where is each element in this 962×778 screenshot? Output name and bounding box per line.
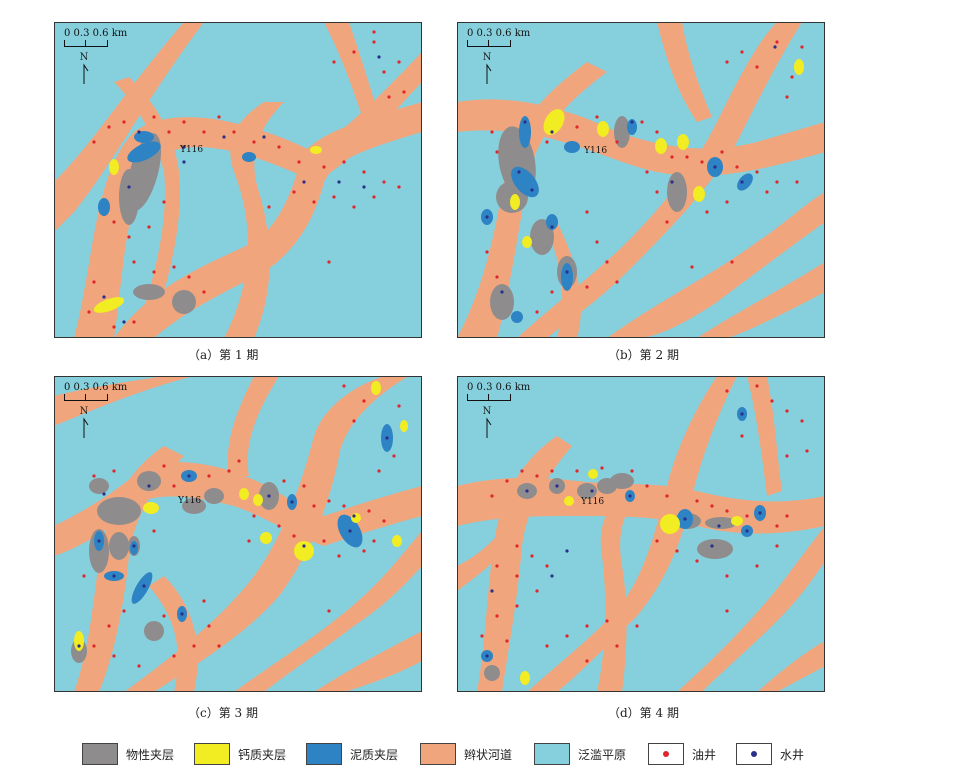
legend-label-channel: 辫状河道 [464, 747, 513, 762]
north-arrow-icon [83, 417, 89, 438]
legend-label-water-well: 水井 [780, 747, 805, 762]
floodplain-swatch [534, 743, 570, 765]
interlayers [481, 59, 804, 323]
scale-bar: 0 0.3 0.6 km [467, 28, 530, 47]
legend-item-physical: 物性夹层 [82, 742, 174, 766]
scale-bar-label: 0 0.3 0.6 km [64, 382, 128, 393]
north-arrow-icon [486, 63, 492, 84]
legend-label-physical: 物性夹层 [126, 747, 175, 762]
oil-wells [82, 384, 401, 668]
interlayers [71, 381, 408, 663]
oil-wells [485, 40, 804, 314]
water-wells [102, 55, 381, 324]
caption-a: （a）第 1 期 [188, 348, 259, 362]
well-label-y116: Y116 [584, 146, 608, 156]
interlayers [93, 131, 322, 314]
well-label-y116: Y116 [581, 497, 605, 507]
oil-well-swatch [648, 743, 684, 765]
north-arrow-icon [83, 63, 89, 84]
legend-item-mud: 泥质夹层 [306, 742, 398, 766]
north-arrow: N [78, 406, 90, 439]
north-label: N [79, 406, 89, 417]
scale-bar-label: 0 0.3 0.6 km [467, 382, 531, 393]
north-label: N [79, 52, 89, 63]
water-wells [77, 436, 389, 648]
oil-well-dot-icon [663, 751, 669, 757]
legend-label-mud: 泥质夹层 [350, 747, 399, 762]
water-wells [485, 45, 777, 294]
scale-bar-label: 0 0.3 0.6 km [64, 28, 128, 39]
map-b-canvas [457, 22, 825, 338]
north-label: N [482, 406, 492, 417]
well-label-y116: Y116 [180, 145, 204, 155]
water-well-dot-icon [751, 751, 757, 757]
mud-swatch [306, 743, 342, 765]
water-well-swatch [736, 743, 772, 765]
map-frame [457, 22, 825, 338]
channel-swatch [420, 743, 456, 765]
oil-wells [480, 384, 809, 663]
map-frame [54, 376, 422, 692]
legend-label-calcareous: 钙质夹层 [238, 747, 287, 762]
north-arrow: N [481, 406, 493, 439]
interlayers [481, 407, 766, 685]
caption-c: （c）第 3 期 [188, 706, 258, 720]
legend-item-floodplain: 泛滥平原 [534, 742, 626, 766]
physical-swatch [82, 743, 118, 765]
map-frame [54, 22, 422, 338]
legend-item-calcareous: 钙质夹层 [194, 742, 286, 766]
legend-item-channel: 辫状河道 [420, 742, 512, 766]
map-panel-c: 0 0.3 0.6 km N Y116 [54, 376, 422, 692]
water-wells [485, 412, 762, 658]
caption-b: （b）第 2 期 [608, 348, 679, 362]
oil-wells [87, 30, 406, 329]
north-arrow-icon [486, 417, 492, 438]
legend-item-oil-well: 油井 [648, 742, 716, 766]
map-c-canvas [54, 376, 422, 692]
north-arrow: N [78, 52, 90, 85]
scale-bar-label: 0 0.3 0.6 km [467, 28, 531, 39]
legend: 物性夹层 钙质夹层 泥质夹层 辫状河道 泛滥平原 油井 水井 [82, 742, 902, 768]
map-panel-a: 0 0.3 0.6 km N Y116 [54, 22, 422, 338]
map-panel-b: 0 0.3 0.6 km N Y116 [457, 22, 825, 338]
legend-label-oil-well: 油井 [692, 747, 717, 762]
map-a-canvas [54, 22, 422, 338]
scale-bar: 0 0.3 0.6 km [64, 382, 127, 401]
scale-bar: 0 0.3 0.6 km [467, 382, 530, 401]
north-label: N [482, 52, 492, 63]
legend-item-water-well: 水井 [736, 742, 804, 766]
map-frame [457, 376, 825, 692]
calcareous-swatch [194, 743, 230, 765]
caption-d: （d）第 4 期 [608, 706, 679, 720]
legend-label-floodplain: 泛滥平原 [578, 747, 627, 762]
braided-channels [54, 22, 422, 338]
map-d-canvas [457, 376, 825, 692]
map-panel-d: 0 0.3 0.6 km N Y116 [457, 376, 825, 692]
well-label-y116: Y116 [178, 496, 202, 506]
north-arrow: N [481, 52, 493, 85]
scale-bar: 0 0.3 0.6 km [64, 28, 127, 47]
